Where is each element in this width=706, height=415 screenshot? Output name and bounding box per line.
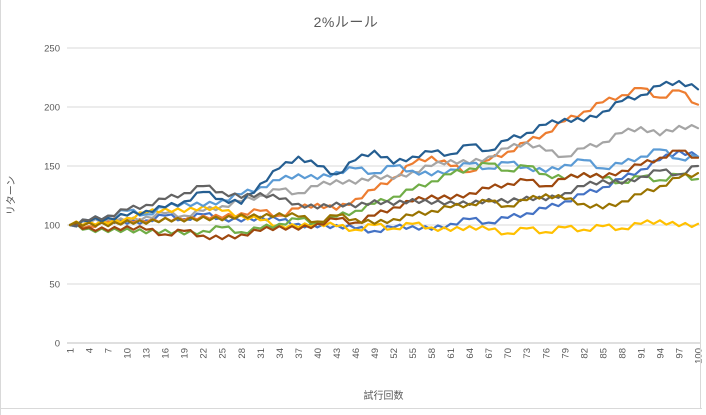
x-tick-label: 1 [66,348,77,353]
x-tick-label: 70 [503,348,514,359]
y-tick-label: 50 [49,280,60,291]
chart-line-series-brown [68,149,700,241]
y-tick-label: 0 [55,339,60,350]
x-tick-label: 28 [237,348,248,359]
chart-line-series-gold [68,205,700,236]
chart-line-series-olive [68,172,700,228]
x-tick-label: 43 [332,348,343,359]
x-tick-label: 58 [427,348,438,359]
x-tick-label: 4 [85,348,96,353]
chart-border-bottom [1,408,702,409]
x-tick-label: 40 [313,348,324,359]
x-tick-label: 73 [522,348,533,359]
x-tick-label: 16 [161,348,172,359]
x-tick-label: 82 [579,348,590,359]
y-tick-label: 150 [44,162,60,173]
x-tick-label: 88 [617,348,628,359]
x-tick-label: 13 [142,348,153,359]
y-tick-label: 200 [44,103,60,114]
x-axis-title: 試行回数 [363,391,404,402]
chart-title: 2%ルール [313,14,379,30]
y-tick-label: 250 [44,44,60,55]
x-tick-label: 7 [104,348,115,353]
x-tick-label: 85 [598,348,609,359]
x-tick-label: 37 [294,348,305,359]
x-tick-label: 55 [408,348,419,359]
chart-border-right [700,0,701,409]
x-tick-label: 10 [123,348,134,359]
x-tick-label: 79 [560,348,571,359]
chart-line-series-gray [68,123,700,228]
y-tick-label: 100 [44,221,60,232]
x-tick-label: 31 [256,348,267,359]
x-tick-label: 97 [674,348,685,359]
x-tick-label: 100 [694,348,705,364]
x-tick-label: 25 [218,348,229,359]
x-tick-label: 67 [484,348,495,359]
x-tick-label: 61 [446,348,457,359]
x-tick-label: 91 [636,348,647,359]
x-tick-label: 94 [655,348,666,359]
x-tick-label: 19 [180,348,191,359]
x-tick-label: 76 [541,348,552,359]
x-tick-label: 22 [199,348,210,359]
x-tick-label: 46 [351,348,362,359]
x-tick-label: 64 [465,348,476,359]
chart-line-series-blue [68,149,700,234]
x-tick-label: 49 [370,348,381,359]
x-tick-label: 34 [275,348,286,359]
x-tick-label: 52 [389,348,400,359]
chart-line-series-dark-blue [68,79,700,228]
chart-line-series-dark-gray [68,164,700,227]
